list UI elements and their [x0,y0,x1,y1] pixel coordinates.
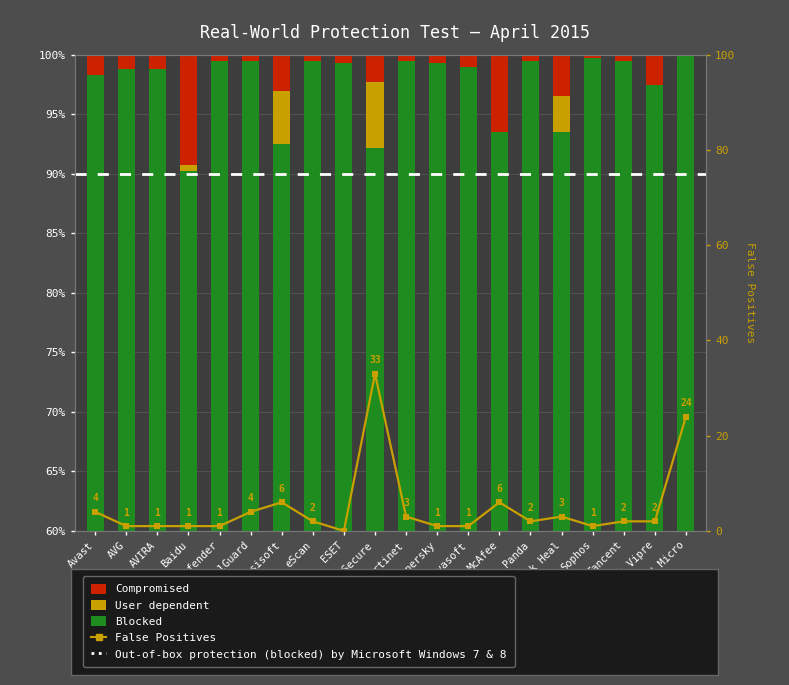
Text: 2: 2 [310,503,316,513]
Text: 6: 6 [496,484,503,494]
Bar [398,55,415,61]
Bar [615,61,632,531]
Text: 1: 1 [123,508,129,518]
Bar [305,55,321,61]
Bar [87,55,103,75]
Bar [522,61,539,531]
Bar [366,82,383,148]
Text: 4: 4 [92,493,98,503]
Text: 24: 24 [680,398,692,408]
Bar [273,55,290,90]
Bar [180,171,197,531]
Text: 1: 1 [217,508,222,518]
Bar [522,55,539,61]
Bar [553,97,570,132]
Bar [584,55,601,58]
Bar [398,61,415,531]
Bar [491,55,508,132]
Text: 2: 2 [528,503,533,513]
Bar [428,63,446,531]
Text: 2: 2 [652,503,658,513]
Bar [242,61,259,531]
Bar [118,69,135,531]
Bar [366,55,383,82]
Bar [366,148,383,531]
Bar [149,69,166,531]
Bar [242,55,259,61]
Bar [211,61,228,531]
Text: 3: 3 [403,498,409,508]
Bar [211,55,228,61]
Bar [428,55,446,63]
Bar [273,144,290,531]
Bar [180,166,197,171]
Bar [335,55,353,63]
Text: Real-World Protection Test – April 2015: Real-World Protection Test – April 2015 [200,24,589,42]
Bar [491,132,508,531]
Text: 4: 4 [248,493,253,503]
Text: 1: 1 [589,508,596,518]
Legend: Compromised, User dependent, Blocked, False Positives, Out-of-box protection (bl: Compromised, User dependent, Blocked, Fa… [83,576,514,667]
Bar [553,55,570,97]
Bar [646,84,664,531]
Bar [149,55,166,69]
Bar [460,66,477,531]
Text: 1: 1 [466,508,471,518]
Bar [678,56,694,531]
Bar [584,58,601,531]
Text: 1: 1 [155,508,160,518]
Text: 1: 1 [185,508,192,518]
Text: 1: 1 [434,508,440,518]
Bar [305,61,321,531]
Bar [615,55,632,61]
Bar [87,75,103,531]
Bar [553,132,570,531]
Text: 3: 3 [559,498,564,508]
Bar [118,55,135,69]
Text: 6: 6 [279,484,285,494]
Y-axis label: False Positives: False Positives [745,242,755,343]
Text: 2: 2 [621,503,626,513]
Text: 33: 33 [369,356,381,365]
Bar [460,55,477,66]
Bar [646,55,664,84]
Bar [335,63,353,531]
Bar [678,55,694,56]
Bar [180,55,197,166]
Bar [273,90,290,144]
